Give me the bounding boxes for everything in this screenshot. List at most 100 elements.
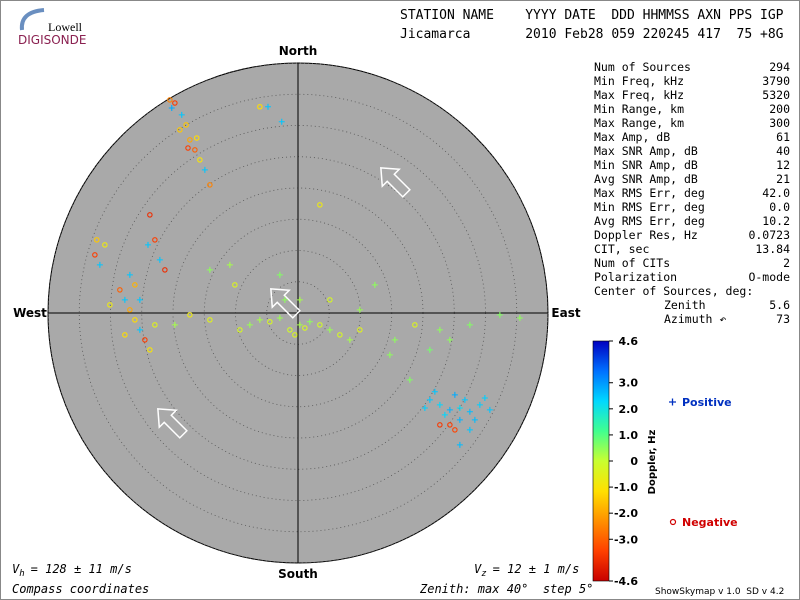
stat-value: 300 [769, 116, 790, 130]
stat-value: 73 [776, 312, 790, 326]
stat-value: 10.2 [762, 214, 790, 228]
source-positive [226, 261, 233, 268]
source-negative [257, 104, 263, 110]
source-positive [386, 351, 393, 358]
source-positive [265, 103, 271, 110]
source-positive [391, 336, 398, 343]
source-positive [436, 326, 443, 333]
stat-label: Min Range, km [594, 102, 684, 116]
version: ShowSkymap v 1.0 SD v 4.2 [655, 587, 784, 597]
source-positive [426, 346, 433, 353]
source-positive [296, 296, 303, 303]
stat-value: 12 [776, 158, 790, 172]
source-negative [187, 137, 193, 143]
source-positive [466, 408, 473, 415]
source-negative [197, 157, 203, 163]
source-positive [446, 406, 453, 413]
stat-label: Doppler Res, Hz [594, 228, 698, 242]
source-negative [107, 302, 113, 308]
source-positive [206, 266, 213, 273]
source-positive [456, 441, 463, 448]
stat-label: Polarization [594, 270, 677, 284]
stat-label: Min SNR Amp, dB [594, 158, 698, 172]
source-negative [237, 327, 243, 333]
source-positive [456, 416, 463, 423]
source-negative [317, 322, 323, 328]
stat-value: 40 [776, 144, 790, 158]
source-negative [287, 327, 293, 333]
source-negative [302, 325, 308, 331]
source-positive [466, 321, 473, 328]
header-line: Jicamarca 2010 Feb28 059 220245 417 75 +… [400, 27, 784, 42]
logo-swoosh [19, 8, 45, 31]
logo-top: Lowell [48, 20, 83, 34]
source-negative [92, 252, 98, 258]
compass-label: West [13, 306, 47, 320]
source-positive [256, 316, 263, 323]
stat-label: Num of CITs [594, 256, 670, 270]
source-negative [117, 287, 123, 293]
source-negative [122, 332, 128, 338]
stat-label: Avg SNR Amp, dB [594, 172, 698, 186]
stat-label: CIT, sec [594, 242, 649, 256]
source-positive [356, 306, 363, 313]
source-negative [207, 317, 213, 323]
compass-label: East [551, 306, 580, 320]
legend-positive: Positive [682, 396, 732, 409]
source-positive [276, 271, 283, 278]
stat-label: Avg RMS Err, deg [594, 214, 705, 228]
stat-value: 200 [769, 102, 790, 116]
colorbar-tick-label: -1.0 [614, 481, 638, 494]
source-positive [481, 395, 488, 401]
colorbar-title: Doppler, Hz [647, 430, 658, 495]
source-positive [446, 336, 453, 343]
source-positive [126, 271, 133, 278]
source-negative [412, 322, 418, 328]
stat-value: 0.0 [769, 200, 790, 214]
source-negative [185, 145, 191, 151]
stat-value: 5320 [762, 88, 790, 102]
source-positive [121, 296, 128, 303]
source-negative [132, 282, 138, 288]
stat-value: 294 [769, 60, 790, 74]
colorbar-tick-label: -3.0 [614, 533, 638, 546]
source-positive [486, 406, 493, 413]
stat-value: 2 [783, 256, 790, 270]
stat-label: Min RMS Err, deg [594, 200, 705, 214]
source-positive [278, 118, 285, 125]
source-positive [136, 326, 143, 333]
source-negative [147, 347, 153, 353]
stat-value: 0.0723 [748, 228, 790, 242]
source-positive [461, 396, 468, 403]
source-negative [94, 237, 100, 243]
colorbar-tick-label: 1.0 [619, 429, 639, 442]
stat-value: O-mode [748, 270, 790, 284]
source-positive [346, 336, 353, 343]
legend-negative: Negative [682, 516, 738, 529]
source-positive [306, 318, 313, 325]
colorbar-tick-label: 3.0 [619, 377, 639, 390]
stat-value: 5.6 [769, 298, 790, 312]
legend-symbol [669, 398, 676, 406]
colorbar-tick-label: 2.0 [619, 403, 639, 416]
coords-note: Compass coordinates [12, 582, 149, 596]
source-negative [452, 427, 458, 433]
source-negative [337, 332, 343, 338]
stat-label: Max Amp, dB [594, 130, 670, 144]
source-negative [142, 337, 148, 343]
source-positive [466, 426, 473, 433]
source-negative [357, 327, 363, 333]
colorbar-tick-label: -4.6 [614, 575, 638, 588]
source-negative [194, 135, 200, 141]
velocity-z: Vz = 12 ± 1 m/s [474, 562, 579, 579]
stat-label: Max RMS Err, deg [594, 186, 705, 200]
source-negative [152, 237, 158, 243]
source-negative [207, 182, 213, 188]
source-positive [281, 296, 288, 303]
colorbar-tick-label: -2.0 [614, 507, 638, 520]
source-negative [192, 147, 198, 153]
drift-arrow [380, 167, 411, 198]
source-negative [132, 317, 138, 323]
header-line: STATION NAME YYYY DATE DDD HHMMSS AXN PP… [400, 8, 784, 23]
